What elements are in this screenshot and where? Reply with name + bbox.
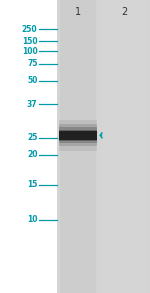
Bar bbox=[59, 120, 97, 151]
Bar bbox=[102, 0, 147, 293]
Bar bbox=[59, 124, 97, 146]
Text: 20: 20 bbox=[27, 150, 38, 159]
Text: 75: 75 bbox=[27, 59, 38, 68]
Text: 15: 15 bbox=[27, 180, 38, 189]
Text: 100: 100 bbox=[22, 47, 38, 56]
Text: 50: 50 bbox=[27, 76, 38, 85]
Bar bbox=[60, 0, 96, 293]
Text: 25: 25 bbox=[27, 133, 38, 142]
Bar bbox=[59, 130, 97, 141]
Bar bbox=[59, 131, 97, 140]
Text: 150: 150 bbox=[22, 37, 38, 45]
Text: 10: 10 bbox=[27, 215, 38, 224]
Text: 1: 1 bbox=[75, 7, 81, 17]
Text: 2: 2 bbox=[121, 7, 128, 17]
Bar bbox=[57, 0, 150, 293]
Bar bbox=[59, 127, 97, 143]
Text: 250: 250 bbox=[22, 25, 38, 34]
Text: 37: 37 bbox=[27, 100, 38, 108]
